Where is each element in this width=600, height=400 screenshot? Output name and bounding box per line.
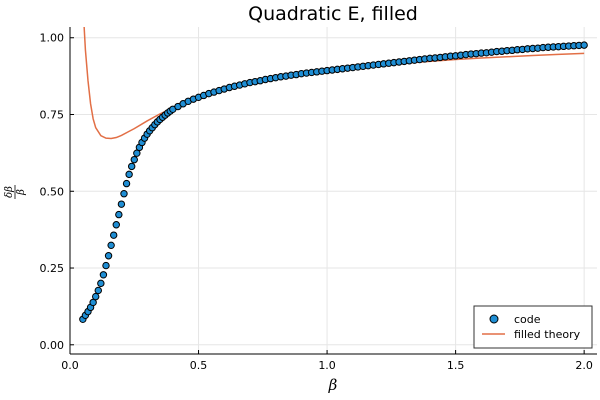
y-tick-label-4: 1.00 (40, 32, 65, 45)
code-point-18 (125, 170, 133, 179)
x-tick-label-1: 0.5 (190, 359, 208, 372)
axes (69, 27, 597, 355)
code-point-13 (112, 221, 120, 229)
x-tick-label-4: 2.0 (575, 359, 593, 372)
legend-box (473, 305, 593, 349)
x-tick-labels: 0.0 0.5 1.0 1.5 2.0 (61, 359, 593, 372)
y-tick-label-1: 0.25 (40, 262, 65, 275)
code-point-7 (97, 279, 105, 288)
code-point-19 (128, 162, 136, 171)
code-point-5 (92, 292, 100, 301)
code-point-12 (110, 231, 118, 239)
legend-marker-code (489, 314, 499, 324)
x-tick-label-3: 1.5 (447, 359, 465, 372)
y-tick-label-3: 0.75 (40, 109, 65, 122)
code-point-10 (104, 252, 113, 260)
y-tick-labels: 0.00 0.25 0.50 0.75 1.00 (40, 32, 65, 352)
y-axis-label-numerator: δβ (4, 186, 15, 198)
code-point-6 (94, 286, 102, 295)
x-tick-label-0: 0.0 (61, 359, 79, 372)
code-point-17 (122, 179, 131, 188)
code-point-15 (117, 200, 126, 208)
code-point-9 (102, 261, 110, 270)
code-point-20 (130, 155, 138, 164)
y-axis-label-denominator: β (16, 189, 27, 196)
chart-title: Quadratic E, filled (248, 3, 418, 25)
y-tick-label-0: 0.00 (40, 339, 65, 352)
legend-label-theory: filled theory (514, 328, 581, 341)
code-point-16 (120, 190, 128, 198)
x-axis-label: β (328, 376, 338, 394)
y-axis-label: δβ β (4, 185, 27, 199)
code-point-8 (99, 271, 108, 279)
legend-label-code: code (514, 313, 541, 326)
y-tick-label-2: 0.50 (40, 185, 65, 198)
code-series (79, 41, 588, 323)
code-point-14 (115, 210, 123, 219)
code-point-115 (580, 41, 588, 49)
legend: code filled theory (473, 305, 593, 349)
x-tick-label-2: 1.0 (318, 359, 336, 372)
code-point-11 (107, 241, 115, 250)
